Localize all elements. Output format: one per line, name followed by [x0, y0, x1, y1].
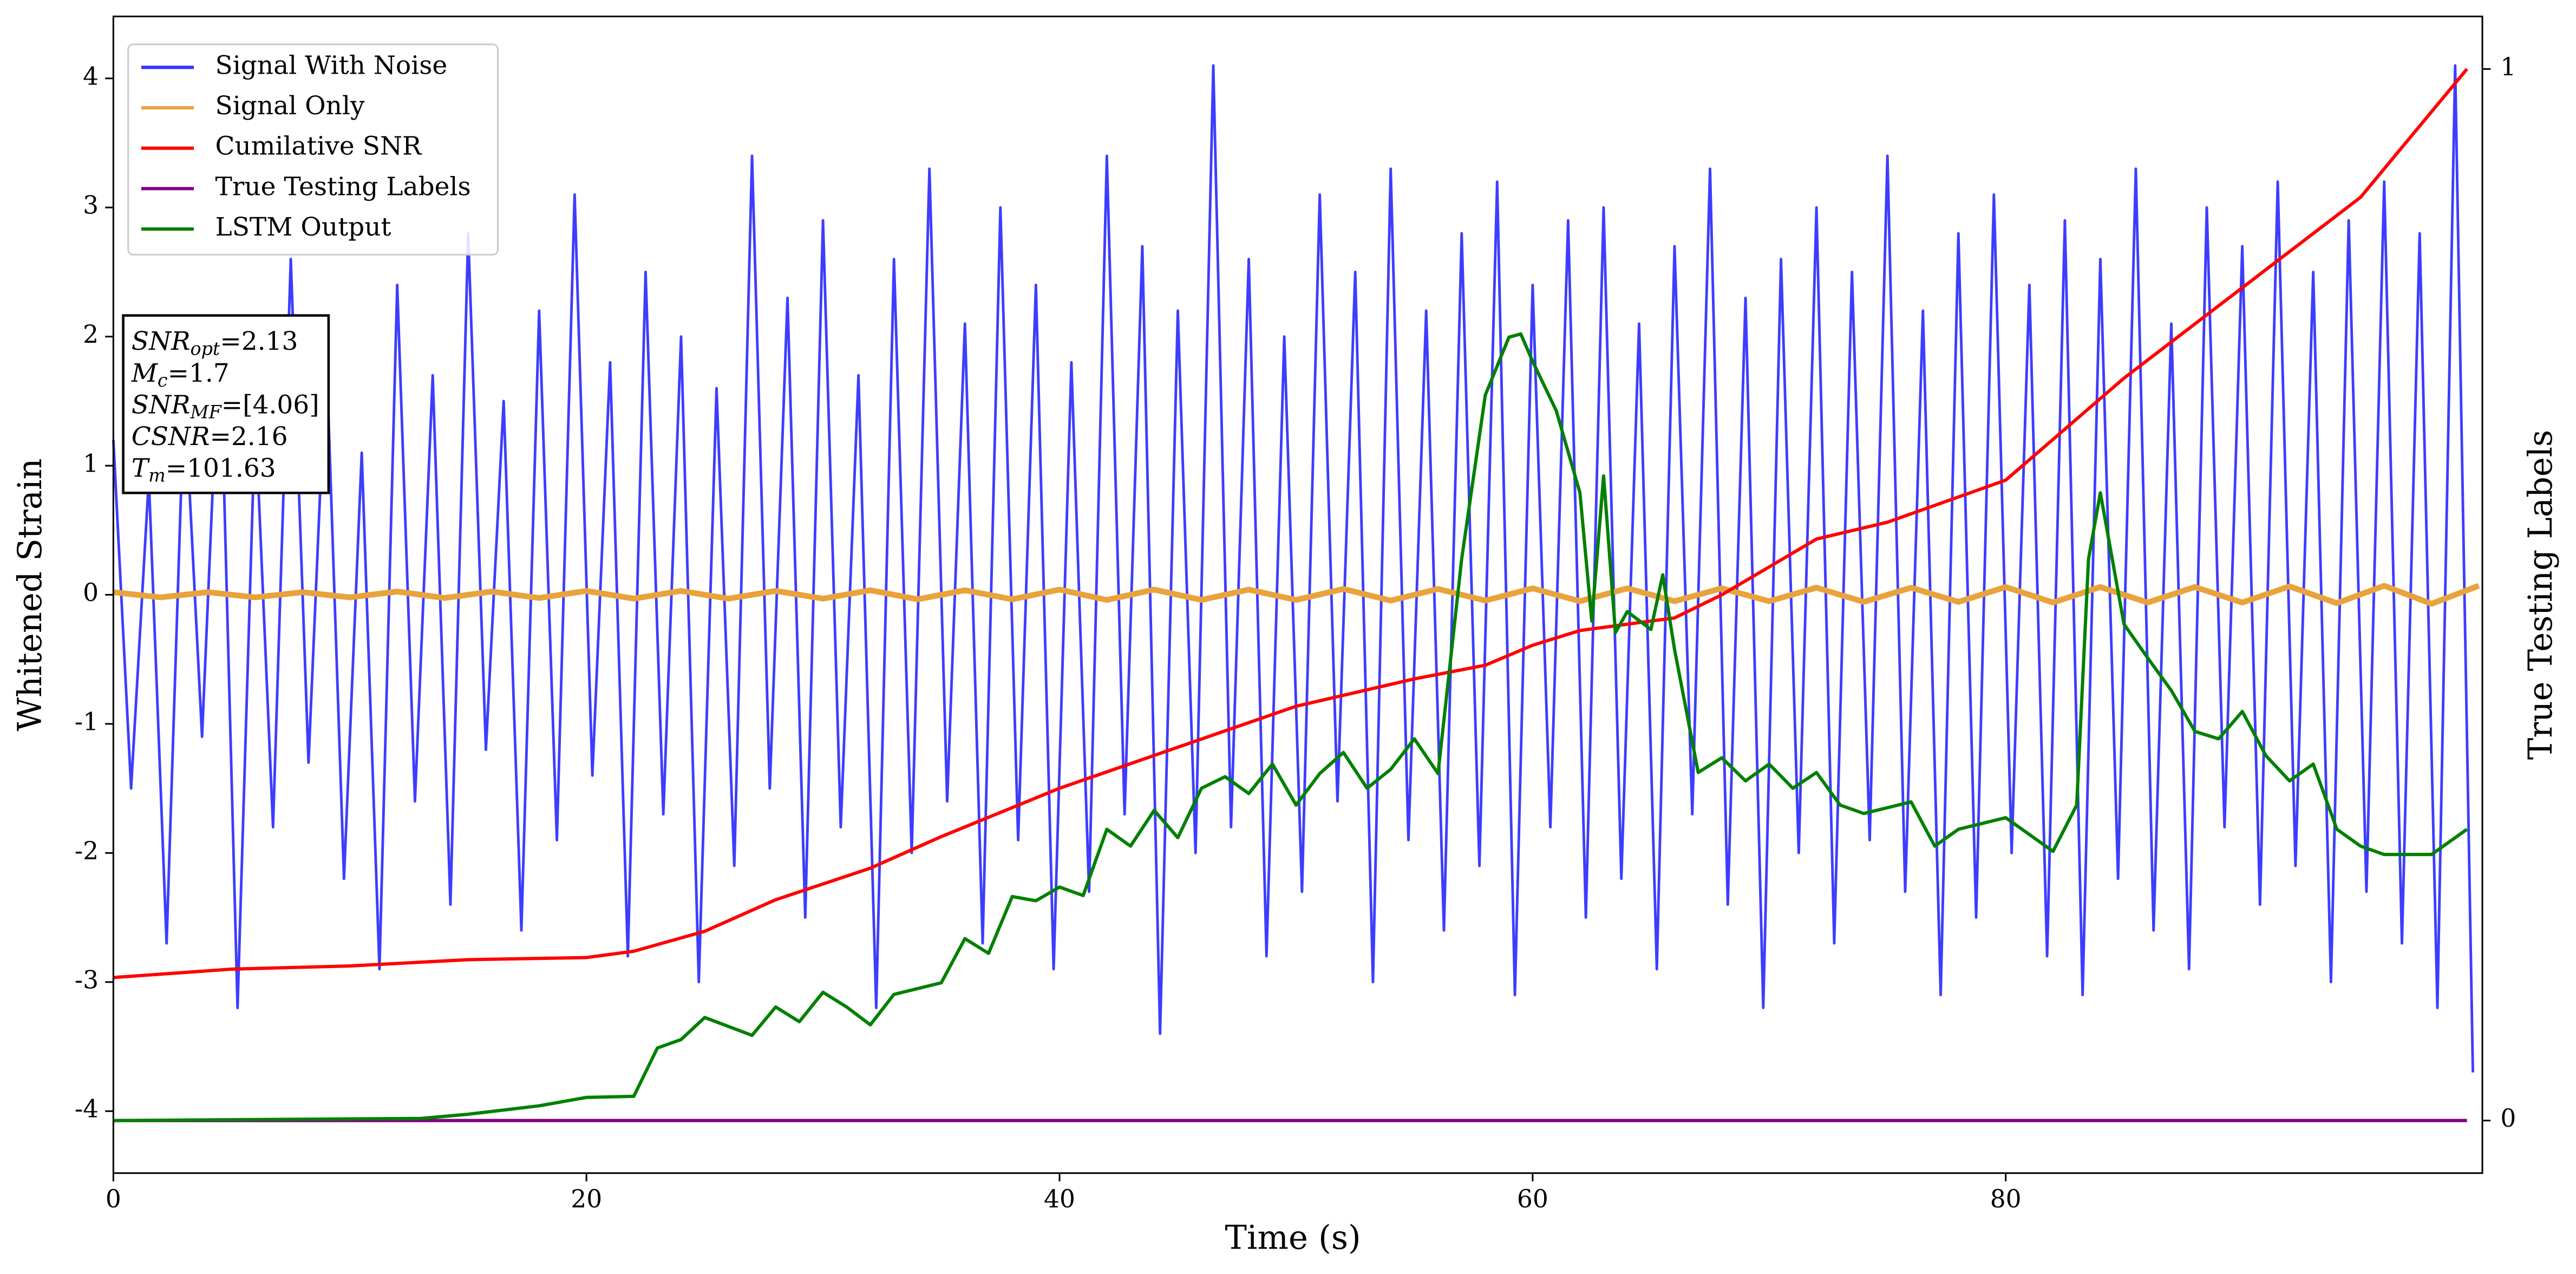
legend-box — [127, 43, 499, 256]
series-line — [113, 583, 2480, 607]
y-tick-label: -2 — [75, 837, 99, 865]
annotation-line: Mc=1.7 — [131, 358, 230, 391]
annotation-subscript: c — [158, 370, 168, 391]
y2-tick-label: 1 — [2500, 53, 2516, 81]
series-line — [113, 332, 2468, 1122]
annotation-symbol: M — [131, 358, 159, 388]
legend-label: LSTM Output — [215, 212, 391, 242]
legend-label: Cumilative SNR — [215, 132, 423, 161]
annotation-subscript: MF — [190, 401, 223, 422]
plot-area — [112, 64, 2480, 1122]
annotation-value: =[4.06] — [221, 390, 319, 420]
x-tick-label: 80 — [1990, 1185, 2022, 1213]
annotation-subscript: opt — [191, 338, 220, 359]
y-axis-label: Whitened Strain — [11, 459, 49, 731]
x-tick-label: 40 — [1044, 1185, 1075, 1213]
annotation-subscript: m — [148, 465, 166, 486]
annotation-symbol: CSNR — [132, 422, 210, 452]
series-line — [112, 64, 2474, 1073]
legend-label: Signal With Noise — [215, 50, 448, 80]
y-tick-label: -4 — [75, 1095, 99, 1123]
y-tick-label: 0 — [83, 578, 99, 607]
annotation-value: =2.13 — [220, 326, 298, 356]
annotation-symbol: T — [132, 453, 151, 483]
annotation-line: SNRopt=2.13 — [132, 326, 298, 359]
y-tick-label: -1 — [75, 707, 99, 736]
y-tick-label: 3 — [83, 191, 99, 220]
annotation-box — [122, 314, 330, 494]
annotation: SNRopt=2.13Mc=1.7SNRMF=[4.06]CSNR=2.16Tm… — [122, 314, 330, 494]
annotation-value: =2.16 — [210, 422, 287, 452]
x-tick-label: 60 — [1517, 1185, 1548, 1213]
x-axis-label: Time (s) — [1225, 1219, 1361, 1257]
annotation-symbol: SNR — [132, 326, 191, 356]
y2-axis-label: True Testing Labels — [2522, 430, 2560, 760]
y-tick-label: 4 — [83, 62, 99, 90]
legend-label: Signal Only — [215, 91, 365, 121]
y-tick-label: -3 — [75, 965, 99, 994]
annotation-value: =1.7 — [168, 358, 230, 388]
legend: Signal With Noise Signal Only Cumilative S… — [127, 43, 499, 256]
annotation-line: CSNR=2.16 — [132, 422, 288, 452]
series-line — [113, 68, 2468, 979]
x-tick-label: 0 — [106, 1185, 121, 1213]
y-tick-label: 1 — [83, 449, 99, 478]
annotation-symbol: SNR — [132, 390, 191, 420]
y-tick-label: 2 — [83, 320, 99, 349]
legend-label: True Testing Labels — [215, 172, 471, 201]
x-tick-label: 20 — [571, 1185, 602, 1213]
annotation-value: =101.63 — [166, 453, 276, 483]
annotation-line: SNRMF=[4.06] — [132, 390, 319, 422]
annotation-line: Tm=101.63 — [132, 453, 276, 486]
y2-tick-label: 0 — [2500, 1104, 2516, 1133]
